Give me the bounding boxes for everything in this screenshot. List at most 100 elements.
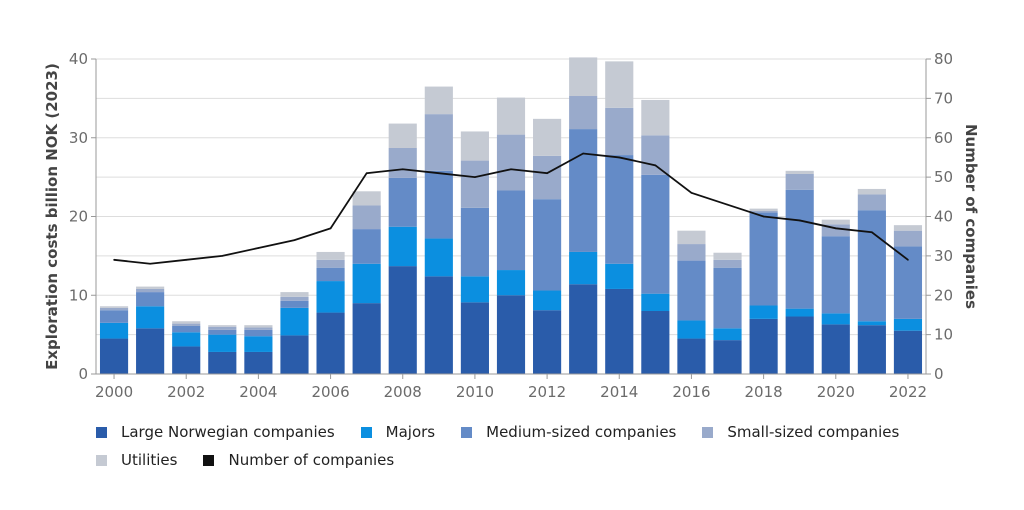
exploration-costs-chart: 0 10 20 30 40 0 10 20 30 40 50 60 70 80 2000 2002 2004 20… [43, 50, 980, 401]
legend-item-number-of-companies: Number of companies [203, 451, 394, 469]
y-tick-label: 40 [69, 50, 88, 68]
bar-segment [208, 325, 237, 327]
bar-segment [857, 194, 886, 211]
x-tick-label: 2014 [600, 383, 638, 401]
bar-segment [388, 123, 417, 148]
bar-segment [316, 281, 345, 313]
line-point [907, 259, 909, 261]
bar-segment [316, 312, 345, 374]
bar-segment [208, 326, 237, 330]
bar-segment [496, 134, 526, 191]
bar-segment [460, 302, 489, 374]
bar-segment [605, 61, 634, 108]
bar-segment [280, 292, 309, 297]
x-tick-label: 2000 [95, 383, 133, 401]
bar-segment [857, 188, 886, 195]
x-tick-label: 2004 [239, 383, 277, 401]
bar-segment [749, 208, 778, 211]
legend-swatch [203, 454, 215, 466]
bar-segment [713, 328, 742, 341]
bar-segment [172, 323, 201, 326]
bar-segment [388, 177, 417, 227]
legend-item-utilities: Utilities [96, 451, 177, 469]
bar-segment [641, 293, 670, 311]
bar-segment [280, 296, 309, 301]
bar-segment [821, 236, 850, 314]
bar-segment [821, 219, 850, 225]
bar-segment [749, 305, 778, 319]
bar-segment [857, 325, 886, 374]
line-point [257, 247, 260, 249]
bar-segment [893, 330, 923, 374]
bar-segment [893, 246, 923, 319]
line-point [365, 172, 368, 174]
legend-label: Utilities [121, 451, 178, 469]
bar-segment [569, 284, 598, 374]
bar-segment [99, 338, 129, 374]
line-point [221, 255, 224, 257]
x-tick-label: 2002 [167, 383, 205, 401]
y-tick-label: 30 [69, 129, 88, 147]
bar-segment [893, 230, 923, 247]
bar-segment [496, 270, 526, 296]
y-tick-label: 20 [69, 208, 88, 226]
bar-segment [99, 310, 129, 323]
bar-segment [533, 155, 562, 200]
legend-swatch [360, 426, 372, 438]
legend-swatch [461, 426, 473, 438]
bar-segment [749, 210, 778, 213]
bar-segment [713, 259, 742, 268]
y-tick-label: 0 [78, 365, 88, 383]
bar-segment [677, 244, 706, 261]
bar-segment [569, 129, 598, 252]
bar-segment [136, 286, 165, 289]
bar-segment [172, 332, 201, 347]
bar-segment [857, 321, 886, 326]
x-tick-label: 2020 [817, 383, 855, 401]
bar-segment [569, 57, 598, 97]
legend-item-majors: Majors [360, 423, 435, 441]
bar-segment [388, 266, 417, 374]
bar-segment [352, 229, 381, 264]
x-tick-label: 2008 [384, 383, 422, 401]
tick-labels: 0 10 20 30 40 0 10 20 30 40 50 60 70 80 2000 2002 2004 20… [69, 50, 953, 401]
legend-label: Number of companies [228, 451, 395, 469]
bar-segment [713, 340, 742, 374]
legend-label: Medium-sized companies [486, 423, 677, 441]
bar-segment [172, 321, 201, 324]
bar-segment [99, 322, 129, 339]
bar-segment [460, 160, 489, 208]
legend-label: Large Norwegian companies [121, 423, 335, 441]
line-point [546, 172, 548, 174]
bar-segment [605, 288, 634, 374]
bar-segment [136, 288, 165, 293]
bar-segment [460, 276, 489, 303]
bar-segment [749, 318, 778, 374]
line-point [510, 168, 512, 171]
legend-item-large-norwegian: Large Norwegian companies [96, 423, 335, 441]
bar-segment [641, 174, 670, 294]
bar-segment [352, 303, 381, 374]
y2-tick-label: 80 [934, 50, 953, 68]
y2-tick-label: 60 [934, 129, 953, 147]
line-point [762, 215, 765, 218]
x-tick-label: 2010 [456, 383, 494, 401]
legend-item-small-sized: Small-sized companies [702, 423, 899, 441]
bar-segment [785, 170, 814, 174]
bar-segment [677, 338, 706, 374]
y-tick-label: 10 [69, 286, 88, 304]
bar-segment [605, 263, 634, 289]
legend-swatch [96, 426, 107, 438]
line-point [726, 203, 729, 206]
legend-swatch [702, 426, 714, 438]
line-point [654, 164, 657, 167]
bar-segment [388, 147, 417, 178]
line-point [149, 262, 151, 265]
bar-segment [280, 335, 309, 374]
legend: Large Norwegian companies Majors Medium-… [96, 418, 976, 474]
line-point [113, 259, 115, 261]
bar-segment [136, 328, 165, 374]
bar-segment [821, 224, 850, 237]
y-axis-title: Exploration costs billion NOK (2023) [43, 63, 61, 370]
bar-segment [352, 191, 381, 206]
